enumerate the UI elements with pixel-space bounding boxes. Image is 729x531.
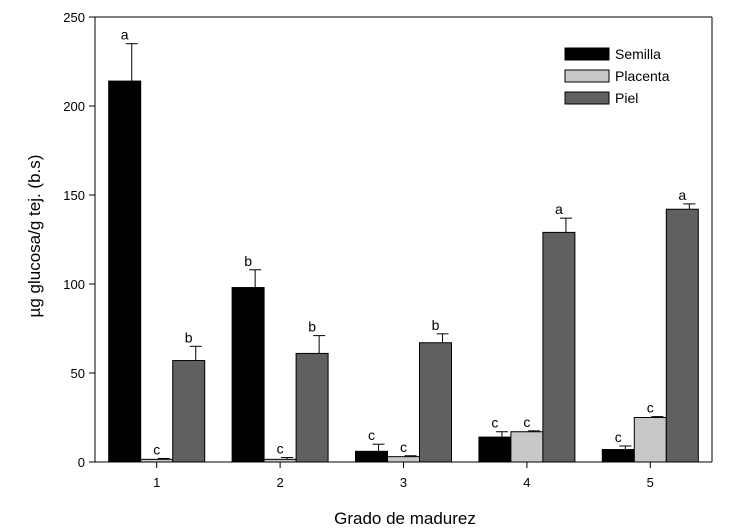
x-tick-label: 4	[523, 475, 530, 490]
bar-piel	[172, 360, 206, 463]
bar-placenta	[387, 456, 420, 463]
y-tick-label: 250	[63, 10, 85, 25]
y-axis-title: µg glucosa/g tej. (b.s)	[25, 155, 44, 318]
legend-swatch-semilla	[564, 47, 610, 61]
bar-semilla	[478, 436, 512, 463]
significance-label: b	[432, 317, 440, 333]
significance-label: a	[121, 27, 129, 43]
significance-label: c	[153, 441, 160, 457]
significance-label: c	[277, 441, 284, 457]
significance-label: c	[491, 415, 498, 431]
ticks: 0 50 100 150 200 250 1 2 3 4 5	[63, 10, 654, 490]
bar-piel	[419, 342, 452, 463]
legend-label-placenta: Placenta	[615, 68, 670, 84]
significance-label: c	[523, 414, 530, 430]
significance-label: c	[400, 439, 407, 455]
significance-label: b	[308, 319, 316, 335]
bar-placenta	[263, 458, 297, 463]
x-tick-label: 2	[276, 475, 283, 490]
bar-piel	[295, 352, 329, 463]
bar-semilla	[108, 80, 142, 463]
y-tick-label: 50	[71, 366, 85, 381]
y-tick-label: 150	[63, 188, 85, 203]
significance-label: b	[244, 253, 252, 269]
legend-swatch-piel	[564, 91, 610, 105]
bar-piel	[665, 208, 699, 463]
significance-label: a	[555, 201, 563, 217]
bar-placenta	[633, 417, 667, 463]
legend-label-semilla: Semilla	[615, 46, 661, 62]
x-tick-label: 1	[153, 475, 160, 490]
bars: a c b b c b c c b c c a c c a	[108, 27, 699, 463]
significance-label: a	[678, 187, 686, 203]
x-tick-label: 5	[647, 475, 654, 490]
significance-label: b	[185, 329, 193, 345]
bar-semilla	[231, 287, 265, 463]
y-tick-label: 100	[63, 277, 85, 292]
significance-label: c	[647, 400, 654, 416]
significance-label: c	[615, 429, 622, 445]
legend-label-piel: Piel	[615, 90, 638, 106]
bar-semilla	[355, 450, 388, 463]
bar-placenta	[140, 458, 174, 463]
bar-piel	[542, 231, 576, 463]
bar-placenta	[510, 431, 544, 463]
y-tick-label: 0	[78, 455, 85, 470]
bar-semilla	[601, 449, 635, 463]
y-tick-label: 200	[63, 99, 85, 114]
significance-label: c	[368, 427, 375, 443]
x-tick-label: 3	[400, 475, 407, 490]
legend-swatch-placenta	[564, 69, 610, 83]
legend: Semilla Placenta Piel	[564, 46, 670, 106]
x-axis-title: Grado de madurez	[334, 509, 476, 528]
